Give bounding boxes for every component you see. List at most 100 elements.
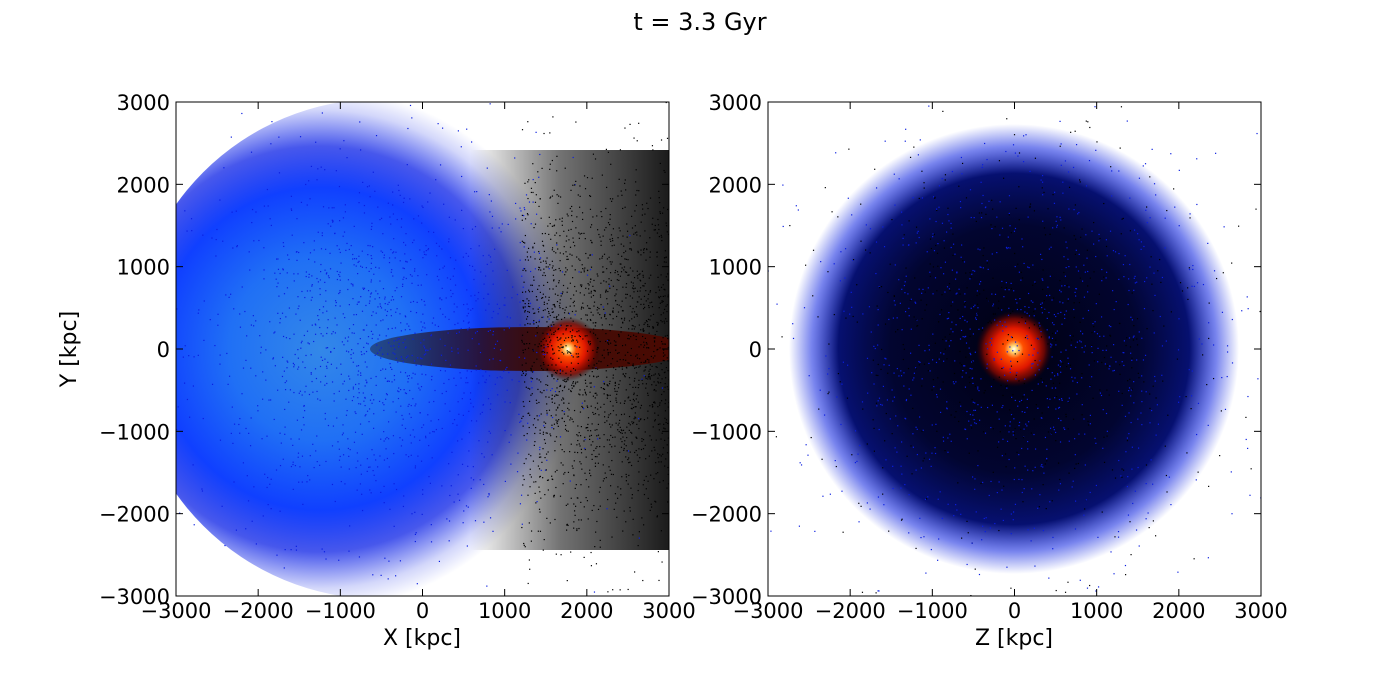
- right-halo-particle: [1178, 225, 1180, 227]
- right-halo-particle: [842, 361, 844, 363]
- left-halo-particle: [274, 331, 276, 333]
- left-halo-particle: [489, 256, 492, 258]
- left-dark-particle: [603, 308, 605, 311]
- left-dark-particle: [543, 344, 545, 346]
- right-halo-particle: [1212, 377, 1215, 380]
- left-dark-particle: [553, 378, 555, 380]
- right-halo-particle: [954, 253, 956, 255]
- right-halo-particle: [1093, 221, 1095, 224]
- right-halo-particle: [1018, 321, 1020, 324]
- right-halo-particle: [1128, 389, 1130, 392]
- right-halo-particle: [984, 432, 987, 434]
- right-halo-particle: [1105, 412, 1108, 415]
- left-halo-particle: [245, 427, 247, 430]
- left-dark-particle: [583, 389, 586, 391]
- left-dark-particle: [625, 480, 627, 482]
- left-halo-particle: [510, 463, 512, 465]
- left-halo-particle: [371, 402, 373, 404]
- left-dark-particle: [528, 400, 531, 402]
- right-halo-particle: [959, 350, 961, 353]
- left-halo-particle: [380, 357, 382, 359]
- left-halo-particle: [448, 540, 450, 542]
- left-dark-particle: [613, 388, 616, 390]
- right-halo-particle: [1110, 551, 1112, 553]
- right-halo-particle: [910, 298, 912, 300]
- right-halo-particle: [1181, 290, 1184, 292]
- left-dark-particle: [555, 414, 557, 416]
- left-halo-particle: [343, 380, 346, 382]
- left-dark-particle: [616, 360, 618, 362]
- left-dark-particle: [606, 376, 608, 378]
- right-halo-particle: [1046, 448, 1048, 450]
- left-halo-particle: [423, 253, 426, 255]
- left-halo-particle: [441, 248, 443, 250]
- left-dark-particle: [647, 378, 649, 380]
- right-halo-particle: [1045, 602, 1046, 603]
- left-dark-particle: [610, 473, 613, 475]
- left-halo-particle: [472, 406, 474, 408]
- right-halo-particle: [1087, 285, 1089, 287]
- left-dark-particle: [663, 360, 665, 362]
- left-halo-particle: [182, 356, 184, 358]
- left-dark-particle: [566, 258, 568, 261]
- left-halo-particle: [239, 326, 242, 328]
- left-dark-particle: [540, 413, 542, 415]
- left-halo-particle: [278, 136, 280, 138]
- right-halo-particle: [894, 264, 896, 266]
- right-halo-particle: [986, 297, 988, 299]
- right-halo-particle: [1003, 485, 1005, 487]
- left-dark-particle: [557, 406, 559, 408]
- right-halo-particle: [1021, 353, 1024, 355]
- right-halo-particle: [1164, 247, 1166, 249]
- left-dark-particle: [524, 268, 526, 270]
- right-halo-particle: [1089, 414, 1092, 416]
- right-halo-particle: [1001, 286, 1003, 288]
- left-halo-particle: [383, 257, 385, 259]
- left-halo-particle: [280, 442, 282, 444]
- right-halo-particle: [1046, 397, 1048, 400]
- left-dark-particle: [581, 468, 583, 470]
- left-dark-particle: [579, 233, 581, 235]
- left-halo-particle: [443, 382, 445, 385]
- left-dark-particle: [636, 270, 638, 272]
- right-halo-particle: [998, 300, 1000, 302]
- left-dark-particle: [655, 390, 657, 392]
- right-halo-particle: [1006, 380, 1009, 382]
- left-halo-particle: [193, 524, 195, 526]
- right-halo-particle: [1015, 378, 1017, 380]
- left-halo-particle: [353, 264, 355, 266]
- left-dark-particle: [657, 453, 659, 455]
- right-halo-particle: [1018, 349, 1020, 352]
- left-dark-particle: [618, 227, 620, 229]
- left-halo-particle: [511, 379, 513, 381]
- right-halo-particle: [1129, 263, 1131, 266]
- left-dark-particle: [592, 314, 594, 316]
- right-halo-particle: [1083, 264, 1085, 266]
- left-halo-particle: [311, 275, 313, 277]
- right-halo-particle: [1062, 363, 1064, 365]
- right-halo-particle: [1008, 289, 1010, 291]
- left-dark-particle: [566, 523, 568, 525]
- left-dark-particle: [645, 475, 647, 478]
- left-dark-particle: [543, 268, 545, 270]
- left-halo-particle: [461, 175, 463, 178]
- right-halo-particle: [1127, 476, 1129, 478]
- right-halo-particle: [1040, 179, 1042, 181]
- right-halo-particle: [962, 260, 964, 262]
- left-halo-particle: [260, 346, 262, 348]
- right-halo-particle: [1103, 202, 1105, 205]
- right-halo-particle: [1062, 302, 1064, 304]
- right-halo-particle: [965, 197, 968, 199]
- right-halo-particle: [770, 530, 772, 532]
- left-halo-particle: [255, 543, 257, 545]
- left-dark-particle: [658, 461, 660, 463]
- left-dark-particle: [611, 459, 613, 462]
- right-halo-particle: [1091, 352, 1093, 354]
- left-dark-particle: [542, 338, 544, 341]
- left-dark-particle: [522, 475, 524, 477]
- left-halo-particle: [363, 204, 366, 207]
- left-halo-particle: [411, 354, 413, 357]
- right-halo-particle: [899, 302, 901, 304]
- right-halo-particle: [1018, 380, 1020, 382]
- right-halo-particle: [893, 396, 896, 398]
